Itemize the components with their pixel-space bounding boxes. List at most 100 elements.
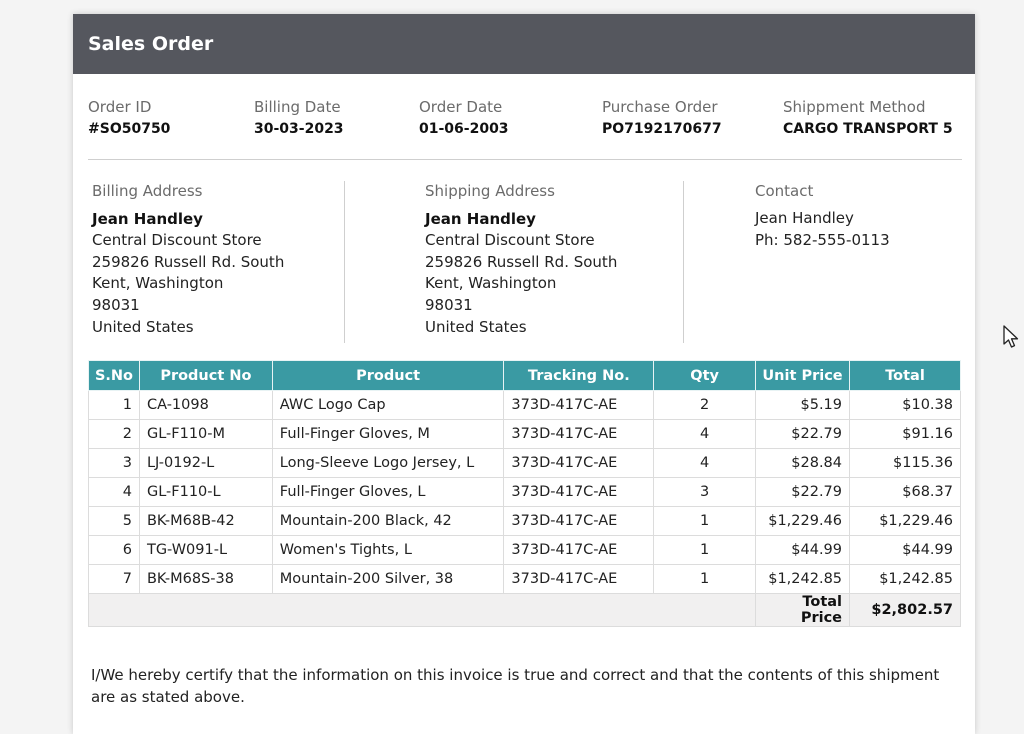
shipment-method-value: CARGO TRANSPORT 5 — [783, 121, 953, 137]
table-row: 1 CA-1098 AWC Logo Cap 373D-417C-AE 2 $5… — [88, 390, 961, 420]
shipping-name: Jean Handley — [425, 210, 536, 228]
column-separator — [683, 181, 684, 343]
cell-tracking-no: 373D-417C-AE — [503, 448, 655, 478]
order-date-field: Order Date 01-06-2003 — [419, 98, 509, 137]
cell-unit-price: $5.19 — [755, 390, 851, 420]
cell-product-no: BK-M68S-38 — [138, 564, 273, 594]
column-header-qty: Qty — [653, 360, 757, 391]
mouse-pointer-icon — [1003, 325, 1019, 348]
cell-total: $91.16 — [849, 419, 961, 449]
order-id-field: Order ID #SO50750 — [88, 98, 170, 137]
order-id-value: #SO50750 — [88, 121, 171, 137]
cell-product: Full-Finger Gloves, M — [271, 419, 505, 449]
cell-product-no: GL-F110-L — [138, 477, 273, 507]
cell-unit-price: $1,229.46 — [755, 506, 851, 536]
cell-qty: 2 — [653, 390, 757, 420]
table-header-row: S.No Product No Product Tracking No. Qty… — [88, 360, 961, 391]
billing-line: Kent, Washington — [92, 274, 224, 293]
section-divider — [88, 159, 962, 160]
shipping-line: United States — [425, 317, 527, 336]
shipment-method-label: Shippment Method — [783, 98, 926, 116]
order-date-value: 01-06-2003 — [419, 121, 509, 137]
shipping-address: Shipping Address Jean Handley Central Di… — [425, 182, 617, 339]
shipping-line: 98031 — [425, 296, 473, 315]
order-items-table: S.No Product No Product Tracking No. Qty… — [87, 360, 961, 627]
total-price-label: Total Price — [755, 593, 851, 627]
cell-product-no: TG-W091-L — [138, 535, 273, 565]
contact-line: Jean Handley — [755, 209, 854, 227]
certification-text: I/We hereby certify that the information… — [91, 666, 940, 706]
column-header-tracking-no: Tracking No. — [503, 360, 655, 391]
cell-qty: 4 — [653, 448, 757, 478]
billing-date-value: 30-03-2023 — [254, 121, 344, 137]
billing-date-label: Billing Date — [254, 98, 341, 116]
contact-line: Ph: 582-555-0113 — [755, 230, 890, 249]
order-date-label: Order Date — [419, 98, 503, 116]
cell-product: Mountain-200 Black, 42 — [271, 506, 505, 536]
cell-unit-price: $22.79 — [755, 477, 851, 507]
billing-line: 259826 Russell Rd. South — [92, 252, 285, 271]
cell-total: $68.37 — [849, 477, 961, 507]
cell-sno: 1 — [88, 390, 140, 420]
billing-line: United States — [92, 317, 194, 336]
cell-product-no: GL-F110-M — [138, 419, 273, 449]
shipping-address-label: Shipping Address — [425, 182, 555, 200]
cell-qty: 4 — [653, 419, 757, 449]
table-row: 7 BK-M68S-38 Mountain-200 Silver, 38 373… — [88, 564, 961, 594]
column-header-sno: S.No — [88, 360, 140, 391]
table-row: 6 TG-W091-L Women's Tights, L 373D-417C-… — [88, 535, 961, 565]
cell-product: AWC Logo Cap — [271, 390, 505, 420]
cell-total: $1,229.46 — [849, 506, 961, 536]
order-id-label: Order ID — [88, 98, 152, 116]
cell-product-no: BK-M68B-42 — [138, 506, 273, 536]
contact-block: Contact Jean Handley Ph: 582-555-0113 — [755, 182, 890, 251]
cell-product: Long-Sleeve Logo Jersey, L — [271, 448, 505, 478]
column-header-product: Product — [271, 360, 505, 391]
cell-qty: 1 — [653, 506, 757, 536]
cell-tracking-no: 373D-417C-AE — [503, 477, 655, 507]
total-row-spacer — [87, 593, 757, 627]
cell-sno: 7 — [88, 564, 140, 594]
document-header: Sales Order — [73, 14, 975, 74]
cell-qty: 1 — [653, 564, 757, 594]
column-header-unit-price: Unit Price — [755, 360, 851, 391]
column-header-product-no: Product No — [138, 360, 273, 391]
cell-product: Women's Tights, L — [271, 535, 505, 565]
cell-unit-price: $44.99 — [755, 535, 851, 565]
cell-sno: 2 — [88, 419, 140, 449]
cell-sno: 6 — [88, 535, 140, 565]
table-row: 4 GL-F110-L Full-Finger Gloves, L 373D-4… — [88, 477, 961, 507]
cell-product-no: CA-1098 — [138, 390, 273, 420]
cell-qty: 3 — [653, 477, 757, 507]
cell-tracking-no: 373D-417C-AE — [503, 419, 655, 449]
cell-product-no: LJ-0192-L — [138, 448, 273, 478]
shipping-line: Central Discount Store — [425, 231, 595, 249]
table-row: 5 BK-M68B-42 Mountain-200 Black, 42 373D… — [88, 506, 961, 536]
cell-unit-price: $22.79 — [755, 419, 851, 449]
total-row: Total Price $2,802.57 — [87, 593, 961, 627]
cell-unit-price: $28.84 — [755, 448, 851, 478]
billing-address: Billing Address Jean Handley Central Dis… — [92, 182, 284, 339]
contact-label: Contact — [755, 182, 814, 200]
cell-unit-price: $1,242.85 — [755, 564, 851, 594]
billing-address-label: Billing Address — [92, 182, 203, 200]
sales-order-document: Sales Order Order ID #SO50750 Billing Da… — [73, 14, 975, 734]
billing-line: Central Discount Store — [92, 231, 262, 249]
cell-tracking-no: 373D-417C-AE — [503, 390, 655, 420]
cell-total: $115.36 — [849, 448, 961, 478]
cell-total: $10.38 — [849, 390, 961, 420]
cell-qty: 1 — [653, 535, 757, 565]
shipping-line: Kent, Washington — [425, 274, 557, 293]
billing-name: Jean Handley — [92, 210, 203, 228]
order-meta-row: Order ID #SO50750 Billing Date 30-03-202… — [73, 98, 975, 158]
cell-product: Mountain-200 Silver, 38 — [271, 564, 505, 594]
cell-total: $44.99 — [849, 535, 961, 565]
page-title: Sales Order — [88, 33, 214, 55]
column-header-total: Total — [849, 360, 961, 391]
cell-product: Full-Finger Gloves, L — [271, 477, 505, 507]
column-separator — [344, 181, 345, 343]
cell-tracking-no: 373D-417C-AE — [503, 535, 655, 565]
table-row: 2 GL-F110-M Full-Finger Gloves, M 373D-4… — [88, 419, 961, 449]
cell-tracking-no: 373D-417C-AE — [503, 506, 655, 536]
purchase-order-value: PO7192170677 — [602, 121, 722, 137]
